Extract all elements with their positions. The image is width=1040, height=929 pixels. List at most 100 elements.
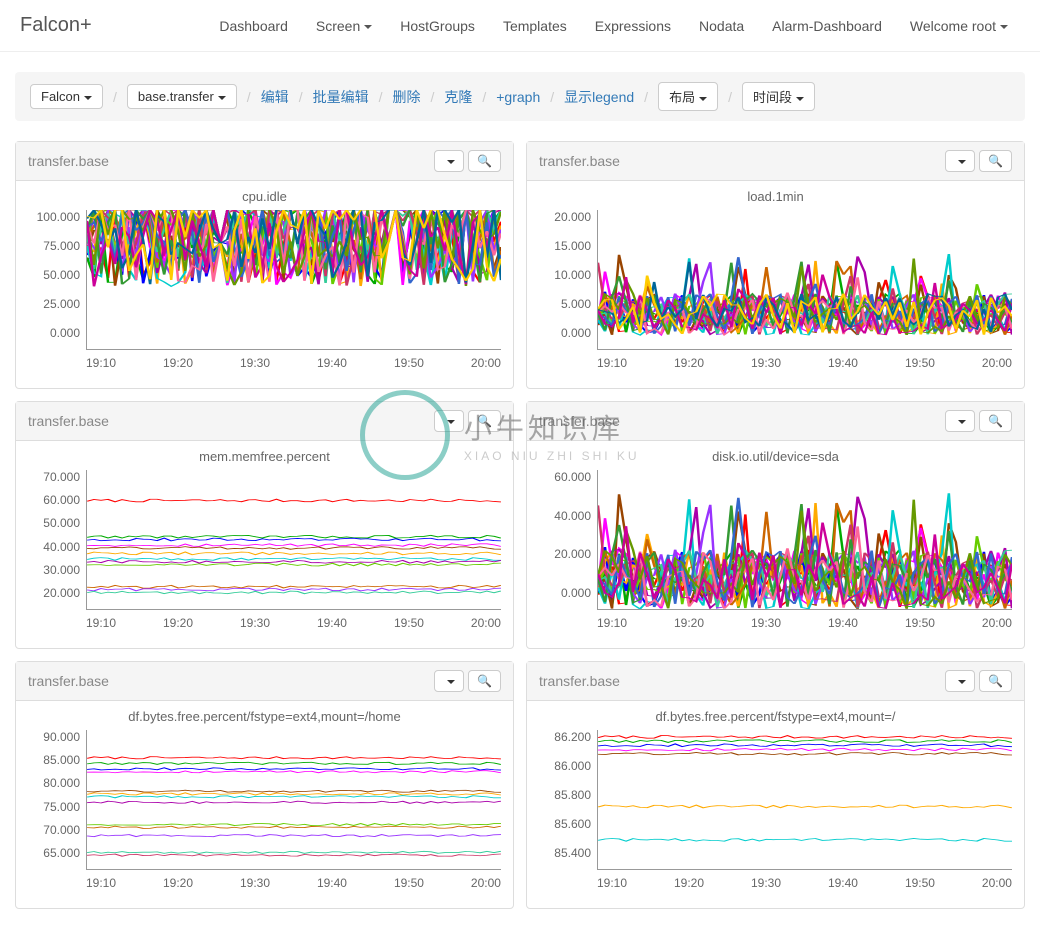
y-tick-label: 70.000 (28, 823, 80, 837)
panel-options-dropdown[interactable] (945, 670, 975, 692)
chart-area: 20.00015.00010.0005.0000.000 19:1019:201… (539, 210, 1012, 370)
chevron-down-icon (796, 97, 804, 101)
magnifier-icon: 🔍 (988, 674, 1003, 688)
panel-options-dropdown[interactable] (434, 150, 464, 172)
panel-zoom-button[interactable]: 🔍 (468, 410, 501, 432)
breadcrumb-clone-link[interactable]: 克隆 (444, 87, 472, 107)
x-axis: 19:1019:2019:3019:4019:5020:00 (597, 610, 1012, 630)
y-tick-label: 86.000 (539, 759, 591, 773)
y-tick-label: 90.000 (28, 730, 80, 744)
breadcrumb-separator: / (241, 89, 257, 105)
x-tick-label: 19:50 (394, 616, 424, 630)
y-tick-label: 85.800 (539, 788, 591, 802)
nav-hostgroups[interactable]: HostGroups (388, 3, 487, 49)
chevron-down-icon (958, 160, 966, 164)
x-tick-label: 19:50 (905, 616, 935, 630)
panel-zoom-button[interactable]: 🔍 (468, 670, 501, 692)
chart-plot[interactable] (597, 210, 1012, 350)
nav-nodata[interactable]: Nodata (687, 3, 756, 49)
breadcrumb-layout-dropdown[interactable]: 布局 (658, 82, 718, 111)
breadcrumb: Falcon / base.transfer / 编辑 / 批量编辑 / 删除 … (15, 72, 1025, 121)
x-tick-label: 19:10 (86, 356, 116, 370)
chart-area: 70.00060.00050.00040.00030.00020.000 19:… (28, 470, 501, 630)
breadcrumb-show-legend-link[interactable]: 显示legend (564, 87, 634, 107)
panel-options-dropdown[interactable] (434, 410, 464, 432)
panel-zoom-button[interactable]: 🔍 (979, 670, 1012, 692)
y-tick-label: 10.000 (539, 268, 591, 282)
chart-plot[interactable] (597, 730, 1012, 870)
y-tick-label: 70.000 (28, 470, 80, 484)
breadcrumb-falcon-dropdown[interactable]: Falcon (30, 84, 103, 109)
panel-body: mem.memfree.percent 70.00060.00050.00040… (16, 441, 513, 648)
y-tick-label: 0.000 (539, 586, 591, 600)
brand-logo[interactable]: Falcon+ (20, 14, 92, 37)
y-tick-label: 65.000 (28, 846, 80, 860)
breadcrumb-falcon-label: Falcon (41, 89, 80, 104)
breadcrumb-timerange-dropdown[interactable]: 时间段 (742, 82, 815, 111)
panel-body: df.bytes.free.percent/fstype=ext4,mount=… (16, 701, 513, 908)
breadcrumb-delete-link[interactable]: 删除 (392, 87, 420, 107)
chart-title: df.bytes.free.percent/fstype=ext4,mount=… (28, 709, 501, 724)
panel-title: transfer.base (28, 153, 430, 169)
chart-plot[interactable] (86, 470, 501, 610)
chart-plot[interactable] (86, 730, 501, 870)
nav-screen-label: Screen (316, 18, 360, 34)
panel-heading: transfer.base 🔍 (16, 662, 513, 701)
x-axis: 19:1019:2019:3019:4019:5020:00 (597, 870, 1012, 890)
nav-alarm-dashboard[interactable]: Alarm-Dashboard (760, 3, 894, 49)
x-tick-label: 19:30 (751, 876, 781, 890)
nav-expressions[interactable]: Expressions (583, 3, 683, 49)
chart-plot[interactable] (86, 210, 501, 350)
chevron-down-icon (364, 25, 372, 29)
nav-templates[interactable]: Templates (491, 3, 579, 49)
panel-heading: transfer.base 🔍 (527, 662, 1024, 701)
y-tick-label: 40.000 (28, 540, 80, 554)
y-tick-label: 0.000 (28, 326, 80, 340)
chart-plot[interactable] (597, 470, 1012, 610)
panel-heading: transfer.base 🔍 (16, 402, 513, 441)
x-tick-label: 20:00 (982, 616, 1012, 630)
breadcrumb-separator: / (373, 89, 389, 105)
x-tick-label: 19:10 (86, 616, 116, 630)
breadcrumb-separator: / (638, 89, 654, 105)
panel-options-dropdown[interactable] (945, 150, 975, 172)
breadcrumb-edit-link[interactable]: 编辑 (261, 87, 289, 107)
y-axis: 70.00060.00050.00040.00030.00020.000 (28, 470, 86, 600)
chart-title: cpu.idle (28, 189, 501, 204)
y-axis: 100.00075.00050.00025.0000.000 (28, 210, 86, 340)
breadcrumb-layout-label: 布局 (669, 90, 695, 105)
breadcrumb-add-graph-link[interactable]: +graph (496, 89, 540, 105)
breadcrumb-base-transfer-label: base.transfer (138, 89, 214, 104)
breadcrumb-timerange-label: 时间段 (753, 90, 792, 105)
x-tick-label: 19:30 (240, 616, 270, 630)
chevron-down-icon (958, 680, 966, 684)
x-tick-label: 19:50 (394, 356, 424, 370)
chevron-down-icon (447, 420, 455, 424)
nav-screen[interactable]: Screen (304, 3, 384, 49)
y-tick-label: 100.000 (28, 210, 80, 224)
panel-title: transfer.base (28, 413, 430, 429)
breadcrumb-batch-edit-link[interactable]: 批量编辑 (313, 87, 369, 107)
y-axis: 20.00015.00010.0005.0000.000 (539, 210, 597, 340)
panel-options-dropdown[interactable] (945, 410, 975, 432)
main-container: Falcon / base.transfer / 编辑 / 批量编辑 / 删除 … (0, 52, 1040, 929)
x-tick-label: 19:50 (394, 876, 424, 890)
panel-zoom-button[interactable]: 🔍 (979, 150, 1012, 172)
breadcrumb-separator: / (107, 89, 123, 105)
panel-zoom-button[interactable]: 🔍 (979, 410, 1012, 432)
x-tick-label: 19:30 (240, 356, 270, 370)
y-tick-label: 86.200 (539, 730, 591, 744)
nav-dashboard[interactable]: Dashboard (207, 3, 300, 49)
breadcrumb-base-transfer-dropdown[interactable]: base.transfer (127, 84, 237, 109)
magnifier-icon: 🔍 (988, 414, 1003, 428)
magnifier-icon: 🔍 (477, 414, 492, 428)
x-tick-label: 19:10 (86, 876, 116, 890)
x-tick-label: 19:20 (163, 876, 193, 890)
chart-title: mem.memfree.percent (28, 449, 501, 464)
nav-welcome-label: Welcome root (910, 18, 996, 34)
magnifier-icon: 🔍 (477, 674, 492, 688)
panel-zoom-button[interactable]: 🔍 (468, 150, 501, 172)
panel-options-dropdown[interactable] (434, 670, 464, 692)
panel-heading: transfer.base 🔍 (16, 142, 513, 181)
nav-welcome[interactable]: Welcome root (898, 3, 1020, 49)
